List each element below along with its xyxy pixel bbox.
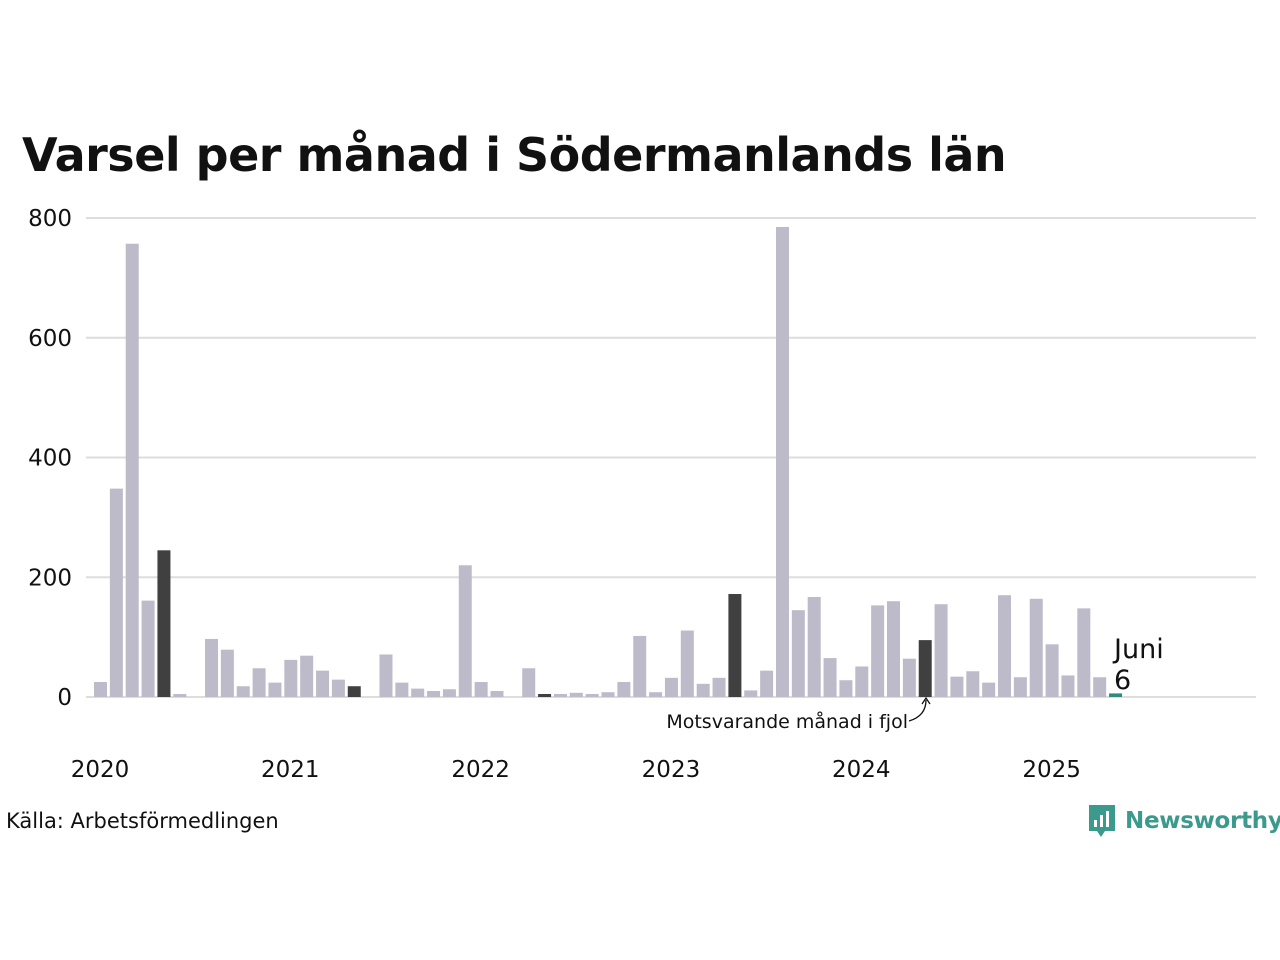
bar <box>823 658 837 697</box>
bar <box>411 688 425 697</box>
brand-name: Newsworthy <box>1125 808 1280 834</box>
bar <box>902 658 916 697</box>
x-tick-label: 2021 <box>261 757 320 783</box>
bar <box>775 226 789 698</box>
bar <box>966 671 980 697</box>
chart-title: Varsel per månad i Södermanlands län <box>22 128 1007 182</box>
source-note: Källa: Arbetsförmedlingen <box>6 809 279 833</box>
bar <box>316 670 330 697</box>
bar <box>125 243 139 697</box>
current-month-label: Juni <box>1112 634 1164 665</box>
bar <box>585 694 599 697</box>
newsworthy-logo-icon <box>1089 805 1115 837</box>
y-tick-label: 0 <box>57 685 72 711</box>
bar <box>887 601 900 697</box>
bar <box>712 677 726 697</box>
bar <box>109 488 123 697</box>
bar <box>1077 608 1091 697</box>
y-tick-label: 200 <box>28 565 72 591</box>
bar <box>252 668 266 697</box>
bar <box>664 677 678 697</box>
bar <box>236 686 250 697</box>
bar <box>94 682 107 697</box>
bar <box>744 690 758 697</box>
bar <box>569 692 583 697</box>
bar <box>855 666 869 697</box>
bar <box>220 649 234 697</box>
bar-same-month-previous-year <box>538 694 552 697</box>
bar <box>696 683 710 697</box>
current-month-value: 6 <box>1114 665 1131 696</box>
bar <box>522 668 536 697</box>
bar-current-month <box>1109 693 1123 697</box>
y-axis-ticks: 0 200 400 600 800 <box>28 206 72 711</box>
bar-same-month-previous-year <box>157 550 171 697</box>
bars <box>94 226 1123 698</box>
x-axis-ticks: 2020 2021 2022 2023 2024 2025 <box>71 757 1081 783</box>
bar <box>284 659 298 697</box>
bar-same-month-previous-year <box>918 640 932 697</box>
bar <box>807 597 821 697</box>
bar-same-month-previous-year <box>347 686 361 697</box>
y-tick-label: 600 <box>28 326 72 352</box>
bar <box>379 654 393 697</box>
bar <box>633 635 647 697</box>
bar <box>300 655 314 697</box>
bar <box>617 682 631 697</box>
bar <box>950 676 964 697</box>
bar <box>601 692 615 697</box>
bar <box>760 670 774 697</box>
bar <box>871 605 885 697</box>
x-tick-label: 2022 <box>451 757 510 783</box>
annotations: Juni 6 Motsvarande månad i fjol <box>666 634 1163 733</box>
bar <box>1045 644 1059 697</box>
bar <box>1029 598 1043 697</box>
bar <box>474 682 488 697</box>
bar <box>998 595 1012 697</box>
bar <box>1061 675 1075 697</box>
x-tick-label: 2025 <box>1022 757 1081 783</box>
newsworthy-logo: Newsworthy <box>1087 803 1280 839</box>
bar <box>205 638 219 697</box>
previous-year-arrow <box>908 699 927 722</box>
bar <box>1093 677 1107 697</box>
previous-year-label: Motsvarande månad i fjol <box>666 710 908 733</box>
bar <box>141 600 155 697</box>
bar <box>458 565 472 697</box>
y-tick-label: 800 <box>28 206 72 232</box>
bar <box>395 682 409 697</box>
previous-year-arrowhead <box>921 696 931 705</box>
x-tick-label: 2024 <box>832 757 891 783</box>
x-tick-label: 2023 <box>642 757 701 783</box>
y-tick-label: 400 <box>28 446 72 472</box>
bar <box>839 680 853 697</box>
bar <box>934 604 948 697</box>
bar <box>490 691 504 697</box>
x-tick-label: 2020 <box>71 757 130 783</box>
bar <box>442 689 456 697</box>
bar <box>427 691 441 697</box>
bar <box>1013 677 1027 697</box>
bar-same-month-previous-year <box>728 594 742 697</box>
bar <box>173 694 187 697</box>
bar <box>268 682 282 697</box>
bar <box>680 630 694 697</box>
bar <box>553 694 567 697</box>
bar <box>791 610 805 697</box>
bar <box>331 679 345 697</box>
bar <box>649 692 663 697</box>
bar <box>982 682 996 697</box>
